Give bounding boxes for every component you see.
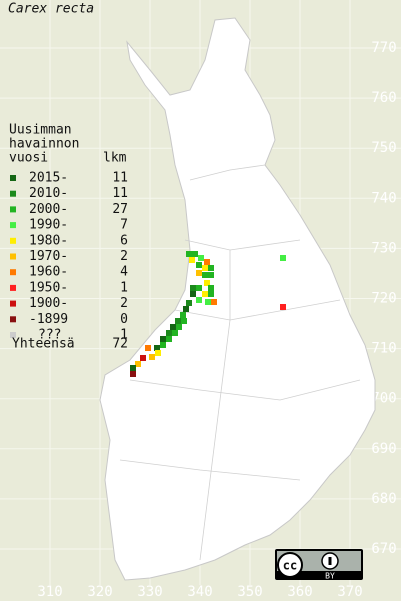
legend-label: 1960- — [29, 265, 68, 280]
x-tick-label: 340 — [187, 584, 212, 600]
legend-swatch — [10, 222, 16, 229]
total-label: Yhteensä — [12, 337, 75, 352]
x-tick-label: 330 — [137, 584, 162, 600]
legend-header: vuosi — [9, 151, 48, 166]
legend-label: ??? — [38, 328, 61, 343]
y-tick-label: 700 — [371, 391, 396, 407]
legend-swatch — [10, 332, 16, 338]
legend-label: -1899 — [29, 312, 68, 327]
legend-swatch — [10, 300, 16, 307]
legend-swatch — [10, 269, 16, 276]
x-tick-label: 370 — [337, 584, 362, 600]
y-tick-label: 760 — [371, 90, 396, 106]
x-tick-label: 320 — [87, 584, 112, 600]
legend-count: 2 — [120, 296, 128, 311]
license-badge: cc BY — [275, 549, 363, 581]
legend-count: 1 — [120, 280, 128, 295]
legend-count: 0 — [120, 312, 128, 327]
legend-label: 2010- — [29, 186, 68, 201]
legend-swatch — [10, 284, 16, 291]
legend-header: Uusimman — [9, 123, 72, 138]
legend-swatch — [10, 175, 16, 181]
legend-label: 1970- — [29, 249, 68, 264]
legend-swatch — [10, 237, 16, 244]
legend-count: 1 — [120, 328, 128, 343]
legend-swatch — [10, 316, 16, 323]
y-tick-label: 680 — [371, 491, 396, 507]
legend-swatch — [10, 253, 16, 260]
finland-outline — [99, 17, 376, 581]
count-header: lkm — [103, 151, 127, 166]
x-tick-label: 310 — [37, 584, 62, 600]
y-tick-label: 710 — [371, 341, 396, 357]
legend-count: 4 — [120, 265, 128, 280]
x-tick-label: 360 — [287, 584, 312, 600]
legend-header: havainnon — [9, 137, 79, 152]
legend-label: 1990- — [29, 218, 68, 233]
legend-count: 27 — [112, 202, 128, 217]
y-tick-label: 740 — [371, 190, 396, 206]
y-tick-label: 670 — [371, 541, 396, 557]
y-tick-label: 770 — [371, 40, 396, 56]
region-borders — [119, 164, 361, 561]
legend-swatch — [10, 190, 16, 197]
legend-label: 2015- — [29, 171, 68, 186]
legend-swatch — [10, 206, 16, 213]
legend-label: 2000- — [29, 202, 68, 217]
legend-label: 1900- — [29, 296, 68, 311]
cc-label: cc — [283, 559, 297, 573]
x-tick-label: 350 — [237, 584, 262, 600]
y-tick-label: 690 — [371, 441, 396, 457]
legend-count: 11 — [112, 171, 128, 186]
legend-count: 2 — [120, 249, 128, 264]
legend-count: 7 — [120, 218, 128, 233]
legend-label: 1950- — [29, 280, 68, 295]
legend-count: 11 — [112, 186, 128, 201]
occurrences — [130, 251, 286, 377]
y-tick-label: 750 — [371, 140, 396, 156]
y-tick-label: 730 — [371, 240, 396, 256]
total-count: 72 — [112, 337, 128, 352]
y-tick-label: 720 — [371, 291, 396, 307]
title: Carex recta — [8, 2, 94, 17]
legend-label: 1980- — [29, 233, 68, 248]
legend-count: 6 — [120, 233, 128, 248]
by-label: BY — [325, 572, 335, 581]
